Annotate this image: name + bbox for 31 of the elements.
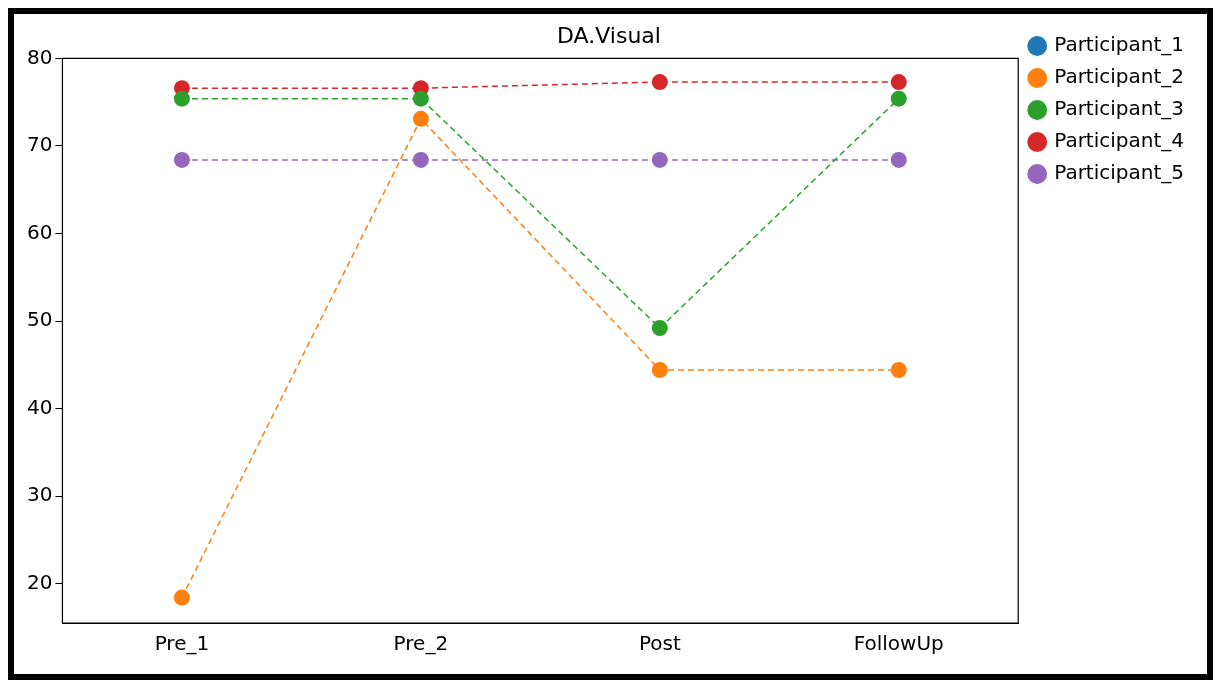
point [412,151,429,168]
x-tick-label: Pre_1 [154,631,210,656]
y-tick-label: 50 [27,307,53,332]
point [890,74,907,91]
y-tick-label: 20 [27,569,53,594]
y-tick-label: 30 [27,482,53,507]
legend-label: Participant_2 [1054,64,1185,89]
point [890,90,907,107]
y-tick-label: 40 [27,394,53,419]
legend-label: Participant_1 [1054,32,1185,57]
legend-label: Participant_4 [1054,128,1185,153]
chart-title: DA.Visual [557,22,661,48]
x-tick-label: Pre_2 [393,631,449,656]
y-tick-label: 80 [27,44,53,69]
point [173,90,190,107]
legend-label: Participant_5 [1054,160,1185,185]
point [173,151,190,168]
point [651,320,668,337]
legend-label: Participant_3 [1054,96,1185,121]
point [412,90,429,107]
point [890,362,907,379]
point [651,74,668,91]
y-tick-label: 60 [27,219,53,244]
point [651,151,668,168]
point [173,589,190,606]
point [890,151,907,168]
y-tick-label: 70 [27,132,53,157]
point [412,110,429,127]
x-tick-label: FollowUp [853,631,944,656]
point [651,362,668,379]
x-tick-label: Post [638,631,681,656]
